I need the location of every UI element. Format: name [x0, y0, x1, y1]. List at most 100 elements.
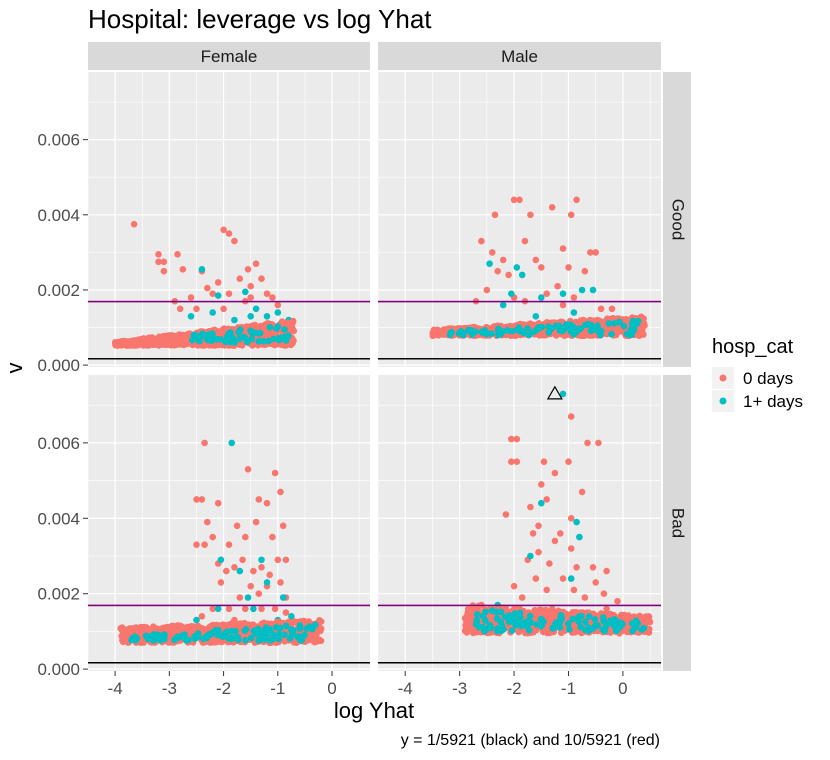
point — [447, 329, 455, 337]
point-zero-days — [201, 541, 208, 548]
point — [577, 623, 584, 631]
point — [173, 336, 180, 344]
point-one-plus-days — [250, 605, 257, 613]
point — [183, 637, 190, 644]
point — [268, 629, 275, 637]
point — [242, 637, 249, 644]
point-zero-days — [567, 515, 575, 522]
point-one-plus-days — [559, 290, 567, 298]
point — [435, 328, 442, 336]
point — [599, 626, 607, 633]
point — [495, 330, 503, 338]
point — [164, 332, 172, 340]
point — [575, 613, 582, 621]
point-zero-days — [209, 290, 216, 298]
point-zero-days — [198, 613, 206, 620]
point-zero-days — [277, 488, 284, 496]
dense-point-band — [189, 323, 292, 346]
point-zero-days — [535, 548, 542, 556]
point-one-plus-days — [279, 594, 287, 601]
point-zero-days — [532, 256, 540, 264]
point — [552, 620, 559, 627]
point — [228, 620, 235, 627]
point-zero-days — [540, 458, 548, 466]
y-axis-label: v — [2, 363, 27, 374]
point — [260, 337, 267, 345]
point-zero-days — [505, 271, 512, 279]
point — [255, 338, 262, 345]
point — [577, 332, 585, 340]
point-zero-days — [187, 294, 195, 301]
point — [161, 635, 168, 643]
point-zero-days — [258, 275, 265, 283]
point-zero-days — [271, 469, 279, 477]
point — [493, 615, 501, 622]
facet-strip-bad — [663, 375, 691, 671]
point — [569, 615, 576, 623]
point-zero-days — [570, 586, 578, 594]
legend-title: hosp_cat — [712, 336, 794, 358]
point — [205, 331, 212, 339]
point-one-plus-days — [538, 499, 545, 507]
point-zero-days — [225, 605, 233, 613]
point-one-plus-days — [508, 290, 515, 298]
point — [594, 622, 601, 629]
point — [290, 626, 297, 634]
point — [132, 342, 140, 349]
point-zero-days — [589, 564, 597, 571]
point — [219, 328, 226, 336]
point — [549, 624, 556, 632]
point-zero-days — [483, 286, 491, 294]
point-zero-days — [176, 305, 184, 313]
point — [317, 618, 325, 625]
panel-background — [88, 72, 370, 367]
point-zero-days — [160, 267, 168, 275]
point-zero-days — [214, 499, 222, 507]
point-one-plus-days — [288, 613, 295, 620]
point-zero-days — [255, 496, 263, 503]
point — [566, 626, 573, 633]
point — [112, 341, 120, 349]
point — [607, 610, 614, 618]
point — [455, 330, 463, 337]
point — [235, 636, 242, 644]
point — [241, 627, 249, 634]
point-one-plus-days — [198, 266, 206, 273]
point — [281, 631, 288, 638]
point — [610, 622, 618, 630]
point-zero-days — [155, 258, 162, 266]
point — [511, 604, 518, 612]
point — [510, 615, 518, 623]
point-one-plus-days — [518, 271, 526, 279]
point — [266, 324, 274, 331]
point-zero-days — [244, 466, 252, 473]
point-zero-days — [263, 499, 271, 507]
point-one-plus-days — [570, 309, 578, 316]
point-zero-days — [274, 301, 282, 309]
point — [143, 633, 151, 641]
point-zero-days — [201, 439, 208, 447]
point — [276, 334, 283, 342]
point-zero-days — [193, 305, 200, 313]
point — [575, 325, 582, 333]
point-zero-days — [160, 258, 168, 266]
point-zero-days — [538, 264, 545, 271]
point — [569, 609, 577, 616]
point-zero-days — [489, 249, 496, 256]
point — [467, 614, 475, 621]
point-zero-days — [573, 564, 580, 571]
point — [533, 621, 540, 628]
point-zero-days — [244, 266, 252, 273]
point-zero-days — [546, 560, 553, 567]
legend-swatch — [719, 374, 727, 382]
point-zero-days — [510, 582, 518, 590]
point-one-plus-days — [499, 301, 507, 309]
point — [538, 608, 546, 616]
point-one-plus-days — [532, 313, 540, 320]
y-tick-label: 0.002 — [37, 281, 80, 300]
x-tick-label: -2 — [506, 679, 521, 698]
x-tick-label: -3 — [452, 679, 467, 698]
point-zero-days — [282, 609, 290, 616]
y-tick-label: 0.000 — [37, 356, 80, 375]
point-one-plus-days — [187, 313, 195, 320]
